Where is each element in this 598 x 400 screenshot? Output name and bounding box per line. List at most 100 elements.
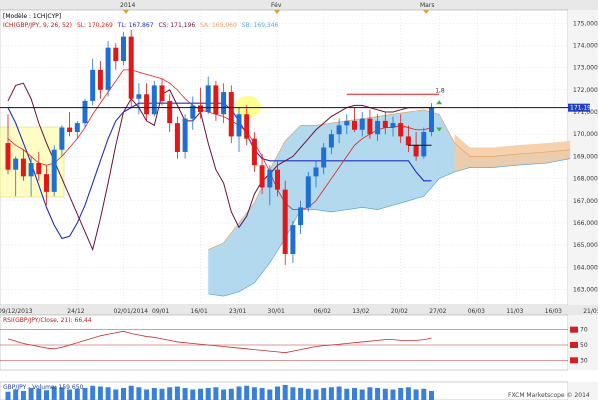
candle-body	[367, 118, 373, 135]
candle-body	[151, 85, 157, 115]
candle-body	[398, 123, 404, 137]
candle-body	[113, 47, 119, 62]
volume-bar	[282, 385, 288, 400]
candle-body	[190, 105, 196, 119]
volume-bar	[259, 388, 265, 400]
candle-body	[305, 176, 311, 208]
candle-body	[429, 107, 434, 132]
rsi-tick-label: 30	[580, 357, 588, 364]
candle-body	[251, 138, 257, 166]
x-tick-label: 21/03	[583, 308, 598, 315]
volume-bar	[213, 387, 219, 400]
volume-bar	[151, 388, 157, 400]
candle-body	[375, 120, 381, 135]
volume-bar	[367, 387, 373, 400]
volume-axis	[568, 382, 598, 400]
volume-bar	[398, 388, 404, 400]
candle-body	[128, 36, 134, 99]
volume-bar	[174, 386, 180, 400]
volume-bar	[121, 388, 126, 400]
cloud-future-area	[454, 134, 571, 172]
volume-bar	[382, 388, 388, 400]
x-tick-label: 23/01	[229, 308, 246, 315]
volume-bar	[221, 389, 227, 400]
volume-bar	[313, 389, 319, 400]
candle-body	[136, 94, 142, 99]
chikou-span-line	[7, 82, 432, 252]
y-tick-label: 172,000	[573, 87, 598, 94]
x-tick-label: 30/01	[268, 308, 285, 315]
candle-body	[121, 36, 126, 62]
legend-sb: SB: 169,346	[242, 22, 279, 29]
candle-body	[321, 147, 327, 168]
volume-bar	[97, 386, 103, 400]
candle-body	[167, 100, 173, 124]
candle-body	[290, 225, 296, 254]
y-tick-label: 173,000	[573, 65, 598, 72]
candle-body	[328, 134, 334, 148]
kijun-sen-line	[7, 102, 432, 240]
candle-body	[282, 189, 288, 254]
signal-arrow-marker	[436, 127, 443, 132]
volume-bar	[82, 388, 88, 400]
rsi-lines: 70 50 30	[0, 326, 588, 364]
top-period-label: Mars	[420, 2, 434, 9]
volume-bar	[67, 389, 73, 400]
volume-bar	[390, 389, 396, 400]
candle-body	[51, 149, 57, 192]
candle-body	[105, 47, 111, 90]
period-marker	[274, 10, 280, 14]
candle-body	[159, 85, 165, 101]
y-tick-label: 166,000	[573, 220, 598, 227]
x-tick-label: 02/01/2014	[114, 308, 149, 315]
candle-body	[382, 120, 388, 128]
volume-bar	[51, 386, 57, 400]
period-marker	[423, 10, 429, 14]
candle-body	[298, 207, 304, 226]
candle-body	[90, 69, 96, 101]
current-price-text: 171,196	[570, 105, 595, 112]
volume-bar	[28, 388, 34, 400]
rsi-tick-label: 50	[580, 342, 588, 349]
top-period-label: Fév	[271, 2, 282, 9]
volume-bar	[44, 390, 49, 400]
candle-body	[20, 158, 26, 177]
candle-body	[82, 100, 88, 124]
candle-body	[97, 69, 103, 90]
candle-body	[36, 163, 42, 175]
volume-bar	[74, 388, 80, 400]
candle-body	[390, 123, 396, 128]
top-period-label: 2014	[120, 2, 135, 9]
volume-bar	[429, 391, 434, 400]
rsi-level-tag	[570, 326, 578, 333]
volume-bar	[421, 388, 427, 400]
volume-bar	[182, 388, 188, 400]
footer-credit: FXCM Marketscope © 2014	[508, 392, 590, 399]
candle-body	[244, 114, 250, 139]
y-tick-label: 164,000	[573, 264, 598, 271]
axes: 175,000 174,000 173,000 172,000 171,000 170,0…	[0, 2, 598, 315]
volume-bar	[36, 388, 42, 400]
volume-bar	[20, 391, 26, 400]
volume-bar	[198, 388, 203, 400]
candle-body	[59, 127, 65, 150]
tenkan-sen-line	[7, 69, 432, 211]
indicator-lines	[7, 69, 432, 252]
x-tick-label: 27/02	[429, 308, 446, 315]
x-tick-label: 13/02	[352, 308, 369, 315]
y-tick-label: 171,000	[573, 109, 598, 116]
rsi-panel	[0, 314, 569, 371]
y-tick-label: 165,000	[573, 242, 598, 249]
indicator-legend: ICH(GBP/JPY, 9, 26, 52) SL: 170,269 TL: …	[3, 22, 279, 29]
chart-title: [Modèle : 1CH|CYP]	[3, 13, 61, 20]
volume-bar	[90, 385, 96, 400]
candle-body	[313, 167, 319, 177]
volume-bar	[228, 388, 234, 400]
legend-prefix: ICH(GBP/JPY, 9, 26, 52)	[3, 22, 72, 29]
volume-bar	[159, 388, 165, 400]
y-tick-label: 167,000	[573, 198, 598, 205]
candle-body	[413, 145, 419, 157]
volume-bar	[305, 388, 311, 400]
volume-bar	[405, 387, 411, 400]
volume-bar	[275, 386, 280, 400]
